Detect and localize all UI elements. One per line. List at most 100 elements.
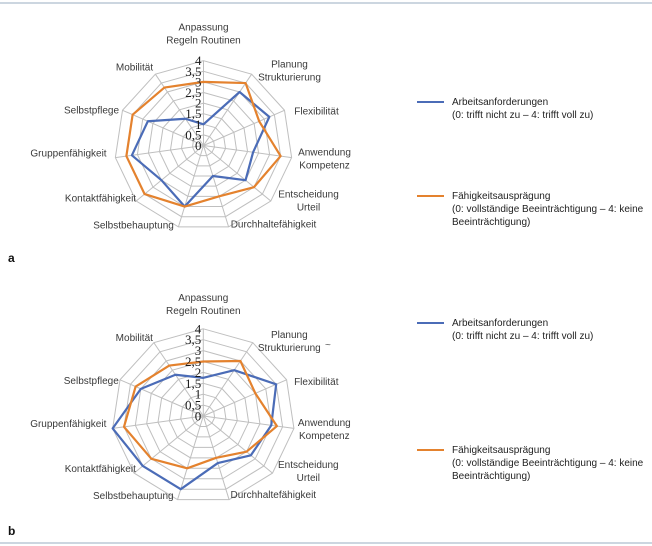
grid-spoke [153, 342, 204, 417]
legend-item-faehigkeitsauspraegung-a: Fähigkeitsausprägung (0: vollständige Be… [417, 190, 652, 229]
grid-ring [157, 371, 250, 459]
category-label: Flexibilität [294, 377, 339, 388]
axis-tick-label: 0 [195, 409, 202, 424]
axis-tick-label: 0,5 [185, 127, 201, 142]
grid-spoke [122, 109, 204, 146]
bottom-border-line [0, 542, 652, 544]
category-label: Kompetenz [299, 431, 350, 442]
grid-spoke [202, 342, 254, 417]
category-label: Gruppenfähigkeit [30, 149, 106, 160]
category-label: Kontaktfähigkeit [65, 194, 136, 205]
legend-item-faehigkeitsauspraegung-b: Fähigkeitsausprägung (0: vollständige Be… [417, 444, 652, 483]
category-label: Selbstpflege [64, 106, 119, 117]
series-arbeitsanforderungen [111, 369, 278, 491]
grid-spoke [119, 379, 204, 417]
radar-chart-b: 43,532,521,510,50 Anpassung Regeln Routine… [30, 293, 351, 502]
axis-tick-label: 4 [195, 53, 202, 68]
category-label: Mobilität [116, 63, 153, 74]
legend-label: Arbeitsanforderungen [452, 97, 549, 108]
grid-ring [191, 404, 216, 427]
axis-tick-label: 3 [195, 343, 202, 358]
category-label: Anpassung [178, 293, 228, 304]
category-label: Kontaktfähigkeit [65, 464, 136, 475]
grid-ring [114, 60, 293, 228]
stray-mark: ~ [325, 340, 331, 351]
axis-tick-label: 1 [195, 117, 202, 132]
series-fähigkeitsausprägung [122, 359, 279, 470]
category-label: Flexibilität [294, 107, 339, 118]
legend-swatch-orange-line [417, 449, 444, 451]
grid-spoke [112, 415, 204, 429]
grid-spoke [203, 145, 272, 202]
legend-label: Fähigkeitsausprägung [452, 445, 551, 456]
category-label: Selbstbehauptung [93, 221, 174, 232]
axis-tick-label: 1 [195, 387, 202, 402]
grid-spoke [203, 109, 285, 146]
radar-chart-a: 43,532,521,510,50 Anpassung Regeln Routine… [30, 23, 351, 232]
grid-spoke [133, 415, 204, 474]
grid-spoke [203, 379, 287, 417]
legend-item-arbeitsanforderungen-b: Arbeitsanforderungen (0: trifft nicht zu… [417, 317, 652, 343]
grid-ring [191, 134, 216, 157]
category-label: Selbstbehauptung [93, 491, 174, 502]
grid-spoke [154, 73, 204, 146]
category-label: Selbstpflege [64, 376, 119, 387]
category-label: Urteil [297, 473, 320, 484]
grid-ring [146, 360, 261, 469]
axis-tick-label: 2 [195, 365, 202, 380]
category-label: Anpassung [178, 23, 228, 34]
series-fähigkeitsausprägung [125, 80, 282, 208]
category-label: Regeln Routinen [166, 36, 241, 47]
legend-item-arbeitsanforderungen-a: Arbeitsanforderungen (0: trifft nicht zu… [417, 96, 652, 122]
category-label: Regeln Routinen [166, 306, 241, 317]
category-label: Strukturierung [258, 73, 321, 84]
grid-spoke [177, 145, 204, 228]
legend-scale-note: (0: trifft nicht zu – 4: trifft voll zu) [452, 110, 594, 121]
axis-tick-label: 2,5 [185, 354, 201, 369]
grid-ring [134, 350, 272, 480]
legend-swatch-blue-line [417, 101, 444, 103]
axis-tick-label: 0,5 [185, 398, 201, 413]
legend-label: Arbeitsanforderungen [452, 318, 549, 329]
legend-label: Fähigkeitsausprägung [452, 191, 551, 202]
category-label: Entscheidung [278, 190, 339, 201]
category-label: Kompetenz [299, 161, 350, 172]
category-label: Planung [271, 60, 308, 71]
legend-scale-note: (0: vollständige Beeinträchtigung – 4: k… [452, 204, 644, 228]
category-label: Strukturierung [258, 343, 321, 354]
grid-ring [169, 113, 238, 177]
legend-scale-note: (0: trifft nicht zu – 4: trifft voll zu) [452, 331, 594, 342]
grid-ring [123, 339, 284, 490]
category-label: Anwendung [298, 418, 351, 429]
axis-tick-label: 1,5 [185, 376, 201, 391]
grid-ring [180, 393, 227, 438]
grid-spoke [203, 415, 294, 429]
grid-spoke [203, 145, 292, 159]
series-arbeitsanforderungen [130, 90, 271, 208]
category-label: Gruppenfähigkeit [30, 419, 106, 430]
axis-tick-label: 0 [195, 138, 202, 153]
grid-spoke [203, 145, 230, 228]
grid-ring [180, 123, 227, 167]
axis-tick-label: 2 [195, 96, 202, 111]
category-label: Planung [271, 330, 308, 341]
category-label: Durchhaltefähigkeit [231, 220, 317, 231]
grid-spoke [202, 415, 273, 474]
legend-swatch-orange-line [417, 195, 444, 197]
grid-spoke [115, 145, 204, 159]
axis-tick-label: 4 [195, 321, 202, 336]
category-label: Anwendung [298, 148, 351, 159]
grid-ring [168, 382, 238, 448]
grid-spoke [177, 415, 204, 500]
panel-label-a: a [8, 251, 15, 265]
category-label: Durchhaltefähigkeit [230, 490, 316, 501]
axis-tick-label: 3,5 [185, 64, 201, 79]
axis-tick-label: 3 [195, 74, 202, 89]
axis-tick-label: 3,5 [185, 332, 201, 347]
axis-tick-label: 2,5 [185, 85, 201, 100]
top-border-line [0, 2, 652, 4]
category-label: Mobilität [116, 333, 153, 344]
grid-spoke [203, 73, 253, 146]
grid-spoke [135, 145, 204, 202]
